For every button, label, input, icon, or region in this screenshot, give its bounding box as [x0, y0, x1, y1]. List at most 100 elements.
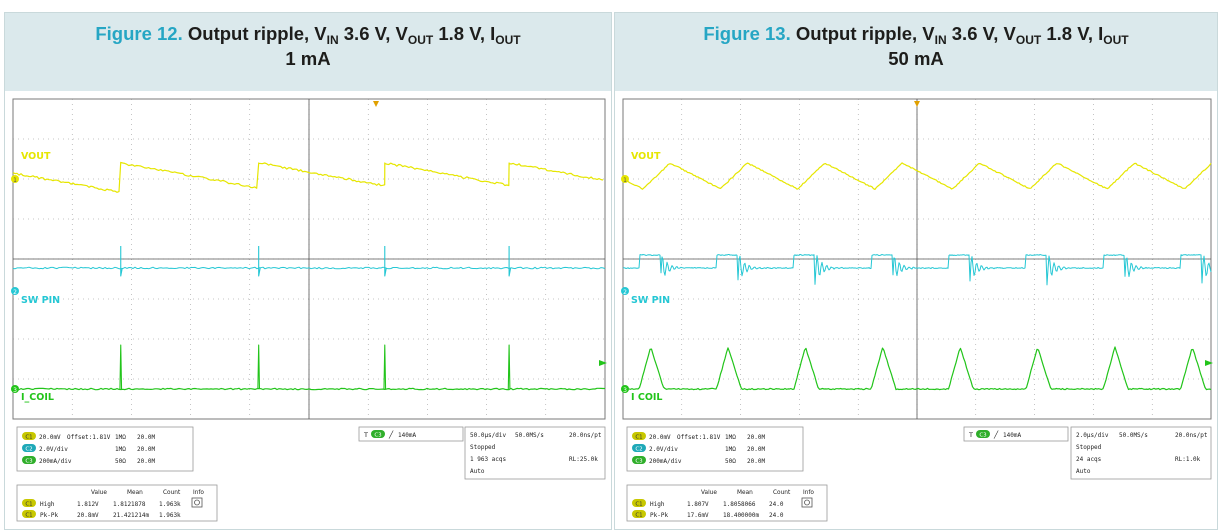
sw-pin-spike	[384, 246, 387, 277]
svg-text:50Ω: 50Ω	[115, 458, 126, 465]
ch2-marker-label: 2	[13, 289, 17, 296]
svg-text:C3: C3	[979, 433, 987, 439]
svg-text:140mA: 140mA	[398, 432, 416, 439]
svg-text:Auto: Auto	[470, 468, 485, 475]
ch3-marker	[621, 385, 629, 393]
svg-text:24.0: 24.0	[769, 501, 784, 508]
figure-13-panel: Figure 13. Output ripple, VIN 3.6 V, VOU…	[614, 12, 1218, 530]
ch2-badge	[632, 444, 646, 452]
svg-text:1MΩ: 1MΩ	[725, 446, 736, 453]
svg-text:1.807V: 1.807V	[687, 501, 709, 508]
oscilloscope-screen: 1 2 3 VOUT SW PIN I COIL C1 20.0mV Offse…	[619, 93, 1215, 527]
trace-label-vout: VOUT	[21, 151, 51, 162]
sw-pin-spike	[508, 246, 512, 277]
trace-label-vout: VOUT	[631, 151, 661, 162]
svg-text:1MΩ: 1MΩ	[725, 434, 736, 441]
svg-text:18.400000m: 18.400000m	[723, 512, 760, 519]
svg-text:Offset:1.81V: Offset:1.81V	[677, 434, 721, 441]
ch2-marker	[621, 287, 629, 295]
i-coil-spike	[507, 344, 511, 390]
svg-text:C1: C1	[635, 502, 642, 508]
svg-text:1MΩ: 1MΩ	[115, 446, 126, 453]
scope-grid	[622, 98, 1212, 420]
scope-plot: 1 2 3 VOUT SW PIN I COIL C1 20.0mV Offse…	[619, 93, 1215, 527]
svg-text:20.0M: 20.0M	[747, 458, 765, 465]
figure-12-caption: Figure 12. Output ripple, VIN 3.6 V, VOU…	[5, 13, 611, 91]
trace-label-sw-pin: SW PIN	[631, 295, 670, 306]
ch3-marker-label: 3	[623, 387, 627, 394]
svg-text:C1: C1	[25, 502, 32, 508]
svg-text:C3: C3	[25, 459, 33, 465]
oscilloscope-screen: 1 2 3 VOUT SW PIN I_COIL C1 20.0mV	[9, 93, 609, 527]
ch3-badge	[22, 456, 36, 464]
scope-plot: 1 2 3 VOUT SW PIN I_COIL C1 20.0mV	[9, 93, 609, 527]
channel-markers: 1 2 3	[11, 101, 607, 394]
load-current: 1 mA	[285, 48, 331, 69]
svg-text:Stopped: Stopped	[1076, 444, 1102, 451]
svg-text:140mA: 140mA	[1003, 432, 1021, 439]
sw-pin-spike	[120, 246, 123, 277]
ch1-badge	[22, 432, 36, 440]
i-coil-spike	[119, 344, 123, 390]
measurement-box: Value Mean Count Info C1 High 1.812V 1.8…	[16, 484, 218, 522]
meas-badge-pkpk	[632, 510, 646, 518]
channel-info-box: C1 20.0mV Offset:1.81V 1MΩ 20.0M C2 2.0V…	[16, 426, 194, 472]
svg-text:50.0μs/div: 50.0μs/div	[470, 432, 507, 439]
svg-text:T: T	[363, 431, 368, 439]
svg-text:2.0V/div: 2.0V/div	[649, 446, 678, 453]
scope-traces	[622, 162, 1212, 391]
ch3-badge	[632, 456, 646, 464]
vout-trace	[622, 162, 1212, 190]
svg-text:1MΩ: 1MΩ	[115, 434, 126, 441]
ch3-marker	[11, 385, 19, 393]
svg-text:Pk-Pk: Pk-Pk	[650, 512, 668, 519]
svg-text:1.963k: 1.963k	[159, 501, 181, 508]
load-current: 50 mA	[888, 48, 944, 69]
svg-text:C3: C3	[635, 459, 643, 465]
svg-text:20.0M: 20.0M	[747, 446, 765, 453]
svg-text:C1: C1	[25, 435, 32, 441]
channel-markers: 1 2 3	[621, 101, 1213, 394]
vout-trace	[12, 161, 604, 193]
svg-text:Stopped: Stopped	[470, 444, 496, 451]
svg-text:Mean: Mean	[737, 490, 753, 496]
svg-text:╱: ╱	[388, 430, 394, 439]
i-coil-spike	[257, 344, 261, 390]
svg-text:2.0V/div: 2.0V/div	[39, 446, 68, 453]
trigger-level-marker	[599, 360, 607, 366]
ch2-marker	[11, 287, 19, 295]
meas-badge-high	[22, 499, 36, 507]
svg-text:17.6mV: 17.6mV	[687, 512, 709, 519]
svg-text:Info: Info	[193, 490, 204, 496]
info-icon	[191, 497, 203, 508]
timebase-info-box: 50.0μs/div 50.0MS/s 20.0ns/pt Stopped 1 …	[464, 426, 606, 480]
svg-text:High: High	[650, 501, 665, 508]
meas-badge-pkpk	[22, 510, 36, 518]
caption-text: Output ripple, VIN 3.6 V, VOUT 1.8 V, IO…	[795, 23, 1129, 47]
svg-text:20.0M: 20.0M	[137, 446, 155, 453]
svg-text:RL:25.0k: RL:25.0k	[569, 456, 598, 463]
svg-text:Pk-Pk: Pk-Pk	[40, 512, 58, 519]
svg-text:C2: C2	[25, 447, 32, 453]
scope-grid	[12, 98, 606, 420]
svg-text:C1: C1	[635, 435, 642, 441]
svg-text:200mA/div: 200mA/div	[39, 458, 72, 465]
ch2-marker-label: 2	[623, 289, 627, 296]
measurement-box: Value Mean Count Info C1 High 1.807V 1.8…	[626, 484, 828, 522]
i-coil-spike	[383, 344, 387, 390]
ch2-badge	[22, 444, 36, 452]
svg-text:Count: Count	[163, 490, 181, 496]
svg-text:50Ω: 50Ω	[725, 458, 736, 465]
trace-label-sw-pin: SW PIN	[21, 295, 60, 306]
figure-13-caption: Figure 13. Output ripple, VIN 3.6 V, VOU…	[615, 13, 1217, 91]
svg-text:╱: ╱	[993, 430, 999, 439]
ch3-marker-label: 3	[13, 387, 17, 394]
trace-label-i-coil: I COIL	[631, 392, 662, 403]
timebase-info-box: 2.0μs/div 50.0MS/s 20.0ns/pt Stopped 24 …	[1070, 426, 1212, 480]
sw-pin-spike	[258, 246, 261, 277]
svg-text:24 acqs: 24 acqs	[1076, 456, 1102, 463]
figure-12-panel: Figure 12. Output ripple, VIN 3.6 V, VOU…	[4, 12, 612, 530]
svg-text:1.8121878: 1.8121878	[113, 501, 146, 508]
trigger-badge	[371, 430, 385, 438]
